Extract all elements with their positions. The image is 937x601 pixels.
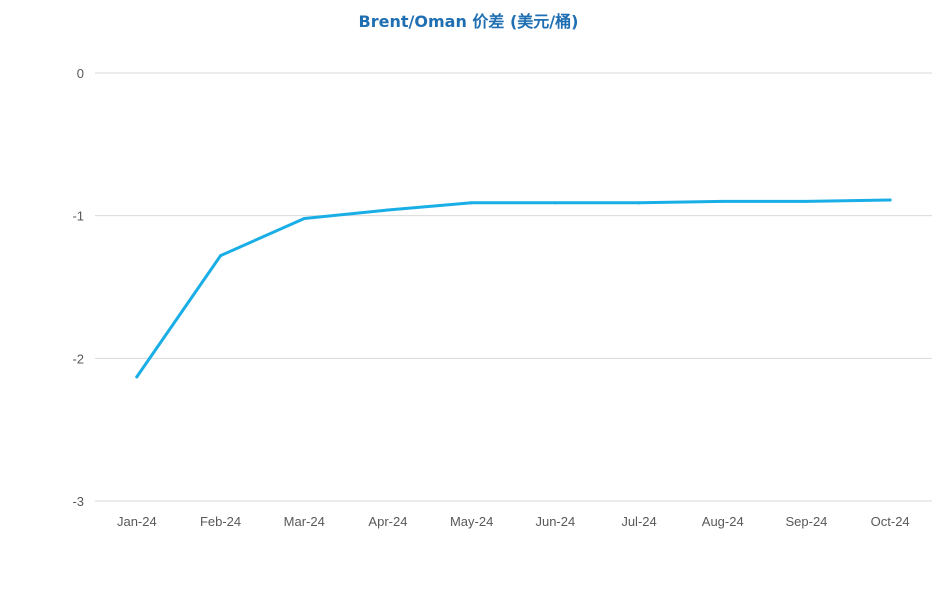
data-point: [553, 201, 557, 205]
data-point: [219, 254, 223, 258]
data-point: [804, 199, 808, 203]
x-axis-tick-labels: Jan-24 Feb-24 Mar-24 Apr-24 May-24 Jun-24 Jul-…: [117, 514, 910, 529]
y-tick-label: 0: [77, 66, 84, 81]
x-tick-label: May-24: [450, 514, 493, 529]
y-axis-tick-labels: 0 -1 -2 -3: [72, 66, 84, 509]
y-tick-label: -3: [72, 494, 84, 509]
y-tick-label: -2: [72, 351, 84, 366]
data-point: [888, 198, 892, 202]
data-point: [386, 208, 390, 212]
gridlines: [95, 72, 932, 502]
data-point: [302, 217, 306, 221]
x-tick-label: Jul-24: [621, 514, 656, 529]
data-point: [721, 199, 725, 203]
series-layer: [135, 198, 892, 379]
chart-title: Brent/Oman 价差 (美元/桶): [358, 12, 579, 31]
x-tick-label: Jun-24: [535, 514, 575, 529]
series-line-0: [135, 198, 892, 379]
data-point: [135, 375, 139, 379]
x-tick-label: Mar-24: [284, 514, 325, 529]
x-tick-label: Apr-24: [368, 514, 407, 529]
x-tick-label: Jan-24: [117, 514, 157, 529]
x-tick-label: Sep-24: [785, 514, 827, 529]
data-point: [470, 201, 474, 205]
y-tick-label: -1: [72, 209, 84, 224]
x-tick-label: Oct-24: [871, 514, 910, 529]
x-tick-label: Aug-24: [702, 514, 744, 529]
data-point: [637, 201, 641, 205]
x-tick-label: Feb-24: [200, 514, 241, 529]
